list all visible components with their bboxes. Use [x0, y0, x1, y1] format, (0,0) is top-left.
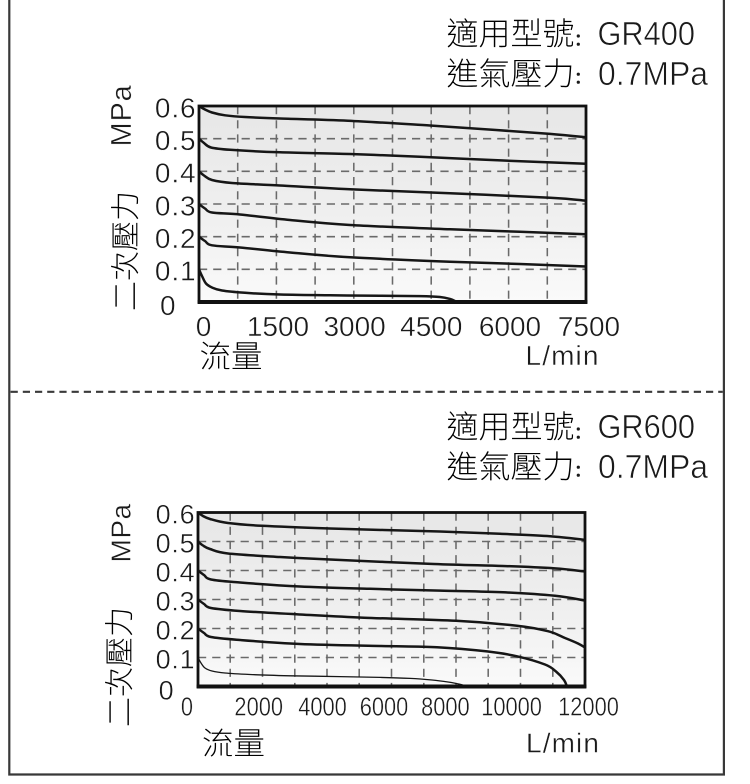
svg-text:0.6: 0.6: [155, 92, 197, 123]
svg-text:0.1: 0.1: [155, 256, 197, 287]
svg-text:L/min: L/min: [526, 728, 600, 759]
svg-text:1500: 1500: [247, 311, 309, 342]
svg-text:0.2: 0.2: [155, 223, 197, 254]
svg-text:0.4: 0.4: [156, 557, 196, 587]
svg-text:7500: 7500: [558, 311, 620, 342]
svg-text:GR400: GR400: [598, 15, 696, 52]
svg-text:0.3: 0.3: [156, 586, 196, 616]
svg-text:0.6: 0.6: [156, 499, 196, 529]
svg-text:0.1: 0.1: [156, 644, 196, 674]
svg-text:0.5: 0.5: [155, 125, 197, 156]
svg-text:0.5: 0.5: [156, 528, 196, 558]
svg-text:3000: 3000: [323, 311, 385, 342]
svg-text:0.7MPa: 0.7MPa: [598, 55, 709, 92]
svg-text:0: 0: [159, 675, 175, 705]
svg-text:6000: 6000: [479, 311, 541, 342]
svg-text:8000: 8000: [421, 693, 470, 722]
svg-text:10000: 10000: [481, 693, 542, 722]
svg-text:0: 0: [181, 693, 193, 722]
svg-text:L/min: L/min: [526, 340, 600, 371]
svg-text:0.4: 0.4: [155, 158, 197, 189]
svg-text:0: 0: [160, 290, 176, 321]
svg-text:6000: 6000: [360, 693, 409, 722]
svg-text:12000: 12000: [558, 693, 619, 722]
svg-text:GR600: GR600: [598, 408, 696, 445]
svg-text:2000: 2000: [234, 693, 283, 722]
svg-text:4500: 4500: [400, 311, 462, 342]
svg-text:MPa: MPa: [106, 84, 138, 146]
svg-text:0.3: 0.3: [155, 190, 197, 221]
svg-text:0.7MPa: 0.7MPa: [598, 448, 709, 485]
svg-text:0.2: 0.2: [156, 615, 196, 645]
svg-text:4000: 4000: [298, 693, 347, 722]
svg-text:0: 0: [196, 311, 212, 342]
svg-text:MPa: MPa: [105, 503, 136, 562]
